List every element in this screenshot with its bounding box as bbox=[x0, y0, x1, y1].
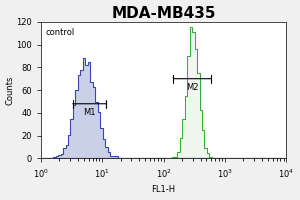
Title: MDA-MB435: MDA-MB435 bbox=[111, 6, 216, 21]
X-axis label: FL1-H: FL1-H bbox=[152, 185, 176, 194]
Text: M1: M1 bbox=[83, 108, 96, 117]
Text: M2: M2 bbox=[186, 83, 198, 92]
Y-axis label: Counts: Counts bbox=[6, 75, 15, 105]
Text: control: control bbox=[46, 28, 75, 37]
